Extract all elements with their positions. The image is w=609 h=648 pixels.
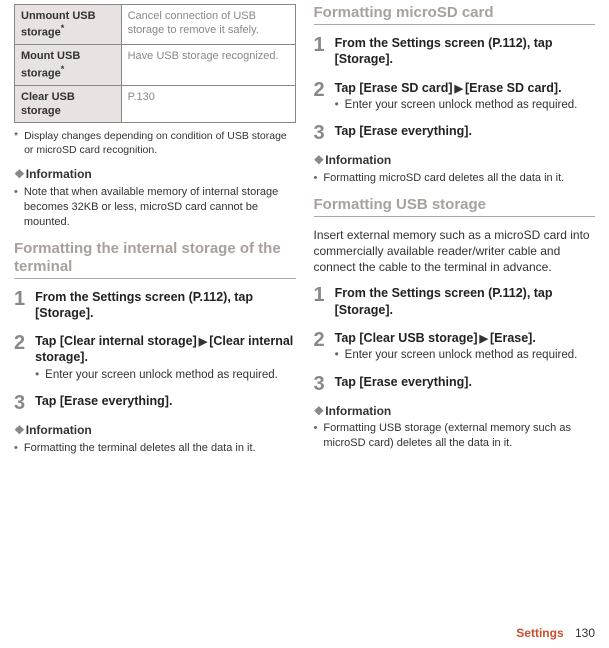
step-number: 1 [314,285,325,320]
information-bullet: • Note that when available memory of int… [14,185,296,230]
step-3: 3 Tap [Erase everything]. [14,393,296,413]
information-bullet: • Formatting USB storage (external memor… [314,421,596,451]
step-subtext: •Enter your screen unlock method as requ… [335,348,595,364]
table-label: Unmount USB storage* [15,5,122,45]
information-header: ❖Information [314,404,596,420]
footer-page-number: 130 [575,626,595,640]
bullet-icon: • [14,441,18,456]
table-label: Mount USB storage* [15,45,122,85]
step-1: 1 From the Settings screen (P.112), tap … [314,285,596,320]
step-number: 2 [314,330,325,364]
footer-section: Settings [516,626,563,640]
step-title: From the Settings screen (P.112), tap [S… [35,289,295,322]
table-label: Clear USB storage [15,85,122,123]
step-number: 1 [14,289,25,324]
asterisk-icon: * [61,23,65,33]
right-column: Formatting microSD card 1 From the Setti… [314,4,596,466]
triangle-icon: ▶ [479,332,487,346]
left-column: Unmount USB storage* Cancel connection o… [14,4,296,466]
diamond-icon: ❖ [314,153,325,167]
bullet-icon: • [314,421,318,451]
diamond-icon: ❖ [14,423,25,437]
footnote: * Display changes depending on condition… [14,129,296,157]
information-header: ❖Information [314,153,596,169]
bullet-icon: • [14,185,18,230]
table-row: Clear USB storage P.130 [15,85,296,123]
step-title: Tap [Clear internal storage]▶[Clear inte… [35,333,295,366]
section-title: Formatting microSD card [314,4,596,22]
table-desc: P.130 [121,85,295,123]
step-title: From the Settings screen (P.112), tap [S… [335,285,595,318]
step-subtext: •Enter your screen unlock method as requ… [335,98,595,114]
information-header: ❖Information [14,167,296,183]
step-title: From the Settings screen (P.112), tap [S… [335,35,595,68]
step-3: 3 Tap [Erase everything]. [314,374,596,394]
step-1: 1 From the Settings screen (P.112), tap … [14,289,296,324]
step-2: 2 Tap [Clear internal storage]▶[Clear in… [14,333,296,383]
step-title: Tap [Erase SD card]▶[Erase SD card]. [335,80,595,96]
page-footer: Settings 130 [516,626,595,642]
section-title: Formatting USB storage [314,196,596,214]
footnote-text: Display changes depending on condition o… [24,129,295,157]
bullet-icon: • [314,171,318,186]
step-title: Tap [Erase everything]. [335,374,595,390]
step-title: Tap [Clear USB storage]▶[Erase]. [335,330,595,346]
section-title: Formatting the internal storage of the t… [14,240,296,276]
table-desc: Cancel connection of USB storage to remo… [121,5,295,45]
bullet-icon: • [35,368,39,384]
asterisk-icon: * [61,64,65,74]
step-3: 3 Tap [Erase everything]. [314,123,596,143]
information-header: ❖Information [14,423,296,439]
section-rule [314,216,596,217]
section-body: Insert external memory such as a microSD… [314,227,596,276]
bullet-icon: • [335,98,339,114]
step-2: 2 Tap [Erase SD card]▶[Erase SD card]. •… [314,80,596,114]
step-number: 2 [314,80,325,114]
step-1: 1 From the Settings screen (P.112), tap … [314,35,596,70]
triangle-icon: ▶ [455,82,463,96]
usb-storage-table: Unmount USB storage* Cancel connection o… [14,4,296,123]
step-number: 3 [314,374,325,394]
step-number: 3 [14,393,25,413]
diamond-icon: ❖ [314,404,325,418]
asterisk-icon: * [14,129,18,157]
step-title: Tap [Erase everything]. [35,393,295,409]
diamond-icon: ❖ [14,167,25,181]
step-number: 3 [314,123,325,143]
table-desc: Have USB storage recognized. [121,45,295,85]
triangle-icon: ▶ [199,335,207,349]
step-title: Tap [Erase everything]. [335,123,595,139]
table-row: Mount USB storage* Have USB storage reco… [15,45,296,85]
information-bullet: • Formatting the terminal deletes all th… [14,441,296,456]
information-bullet: • Formatting microSD card deletes all th… [314,171,596,186]
table-row: Unmount USB storage* Cancel connection o… [15,5,296,45]
bullet-icon: • [335,348,339,364]
step-2: 2 Tap [Clear USB storage]▶[Erase]. •Ente… [314,330,596,364]
section-rule [314,24,596,25]
section-rule [14,278,296,279]
step-number: 2 [14,333,25,383]
step-subtext: •Enter your screen unlock method as requ… [35,368,295,384]
step-number: 1 [314,35,325,70]
